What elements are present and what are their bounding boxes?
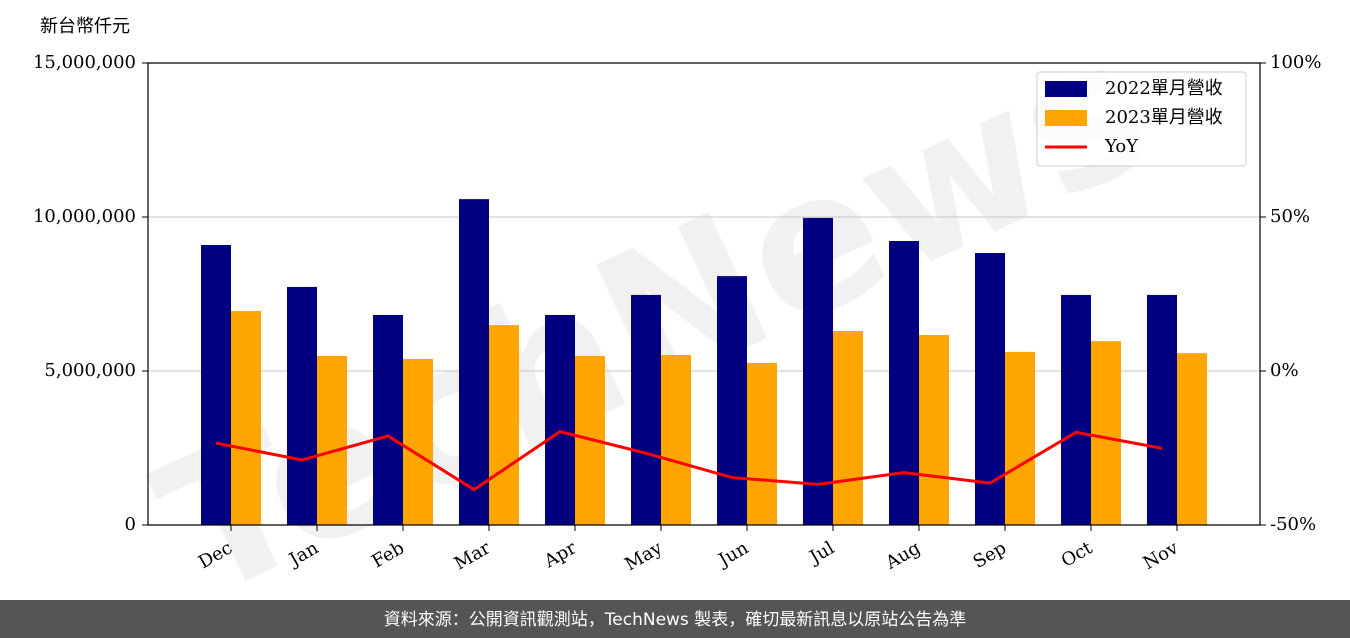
x-tick-label: Mar — [451, 537, 495, 574]
y2-tick-label: 0% — [1270, 360, 1299, 381]
x-tick-label: Oct — [1058, 537, 1097, 572]
x-tick-label: Jul — [804, 537, 838, 569]
bar — [287, 286, 317, 525]
legend-box — [1036, 71, 1247, 167]
x-tick-label: Jun — [713, 537, 752, 572]
bar — [661, 354, 691, 525]
bar — [975, 253, 1005, 525]
bar — [317, 355, 347, 525]
legend-label: 2023單月營收 — [1105, 107, 1223, 128]
footer-band — [0, 600, 1350, 638]
bar — [889, 241, 919, 526]
legend-swatch — [1045, 81, 1087, 97]
legend-label: 2022單月營收 — [1105, 78, 1223, 99]
y-tick-label: 10,000,000 — [33, 206, 136, 227]
bar — [459, 199, 489, 526]
y2-tick-label: -50% — [1270, 514, 1316, 535]
bar — [545, 314, 575, 525]
bar — [1005, 351, 1035, 525]
bar — [1061, 294, 1091, 525]
bar — [201, 245, 231, 525]
y-axis-title: 新台幣仟元 — [40, 16, 130, 37]
bar — [803, 217, 833, 525]
bar — [833, 330, 863, 525]
x-tick-label: May — [621, 537, 666, 575]
source-note: 資料來源：公開資訊觀測站，TechNews 製表，確切最新訊息以原站公告為準 — [384, 610, 966, 630]
y-tick-label: 5,000,000 — [44, 360, 136, 381]
x-tick-label: Sep — [970, 537, 1010, 572]
yoy-line — [215, 430, 1163, 492]
bar — [373, 314, 403, 525]
bar — [919, 334, 949, 525]
bar — [1147, 294, 1177, 525]
y2-tick-label: 50% — [1270, 206, 1310, 227]
bar — [231, 310, 261, 525]
bar — [1091, 341, 1121, 525]
bar — [489, 325, 519, 525]
bar — [403, 358, 433, 525]
legend-swatch — [1045, 110, 1087, 126]
bar — [1177, 353, 1207, 525]
bar — [717, 276, 747, 525]
plot-frame — [147, 62, 1261, 526]
y-tick-label: 0 — [125, 514, 136, 535]
x-tick-label: Apr — [540, 537, 580, 572]
y-tick-label: 15,000,000 — [33, 52, 136, 73]
x-tick-label: Nov — [1140, 537, 1183, 574]
legend-label: YoY — [1104, 136, 1139, 157]
bar — [631, 294, 661, 525]
x-tick-label: Aug — [881, 537, 924, 574]
bar — [747, 362, 777, 525]
y2-tick-label: 100% — [1270, 52, 1321, 73]
